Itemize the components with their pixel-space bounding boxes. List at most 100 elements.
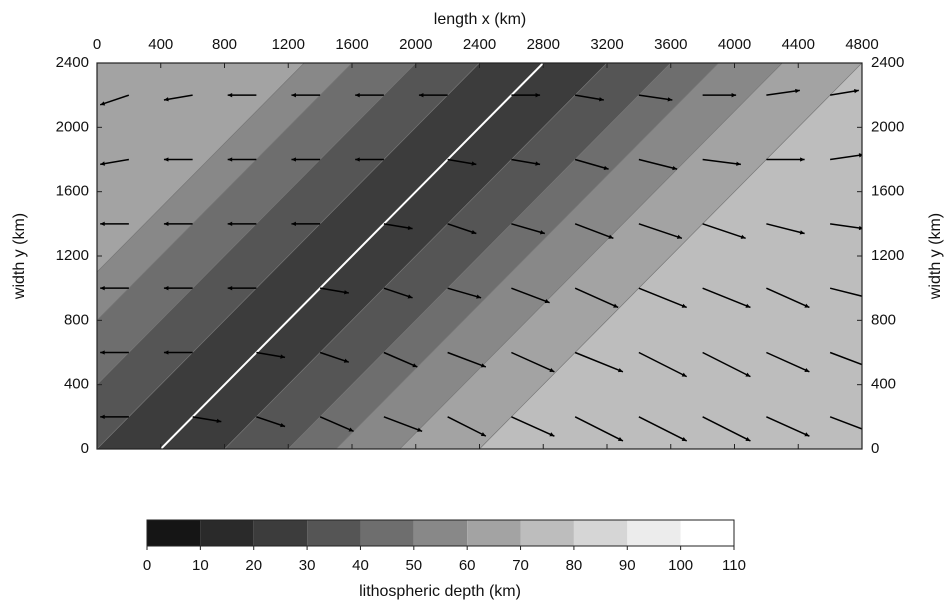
velocity-vector (447, 351, 487, 368)
y-tick-label: 2000 (56, 118, 89, 135)
vector-head (280, 422, 286, 428)
vector-shaft (163, 94, 193, 101)
velocity-vector (447, 416, 487, 437)
velocity-vector (100, 158, 129, 166)
velocity-vector (319, 416, 354, 432)
y-tick-label-right: 0 (871, 440, 879, 457)
velocity-vector (574, 287, 619, 309)
vector-head (617, 368, 623, 373)
velocity-vector (766, 287, 810, 309)
vector-head (854, 88, 859, 94)
colorbar-tick-label: 20 (245, 557, 262, 574)
vector-head (863, 363, 868, 367)
vector-shaft (256, 416, 286, 428)
vector-head (280, 354, 286, 359)
y-tick-label: 2400 (56, 54, 89, 71)
vector-shaft (574, 287, 619, 309)
colorbar-tick-label: 0 (143, 557, 151, 574)
vector-head (667, 97, 673, 102)
vector-head (100, 350, 105, 355)
velocity-vector (383, 416, 423, 433)
vector-shaft (575, 94, 604, 101)
vector-head (603, 165, 609, 170)
velocity-vector (227, 92, 257, 98)
vector-shaft (830, 89, 859, 96)
velocity-vector (319, 351, 350, 363)
velocity-vector (163, 350, 193, 355)
velocity-vector (766, 88, 800, 96)
velocity-vector (100, 350, 129, 355)
vector-head (681, 372, 687, 377)
colorbar-title: lithospheric depth (km) (359, 583, 521, 600)
vector-shaft (638, 351, 688, 378)
velocity-vector (227, 157, 257, 162)
x-tick-label: 800 (212, 36, 237, 53)
vector-shaft (447, 158, 477, 166)
vector-shaft (319, 416, 354, 432)
y-tick-label-right: 400 (871, 376, 896, 393)
velocity-vector (702, 92, 737, 98)
vector-head (100, 221, 105, 227)
vector-head (858, 225, 862, 231)
velocity-vector (320, 287, 349, 295)
velocity-vector (766, 416, 810, 437)
vector-shaft (766, 287, 810, 309)
vector-head (535, 92, 541, 98)
velocity-vector (511, 92, 541, 98)
velocity-vector (829, 416, 868, 432)
y-tick-label-right: 1200 (871, 247, 904, 264)
colorbar-swatch (520, 520, 574, 546)
x-tick-label: 2400 (463, 36, 496, 53)
y-tick-label-right: 800 (871, 311, 896, 328)
colorbar-swatch (307, 520, 361, 546)
vector-head (731, 92, 737, 98)
velocity-vector (574, 351, 624, 373)
vector-head (804, 432, 810, 437)
colorbar-swatch (360, 520, 414, 546)
velocity-vector (829, 351, 868, 367)
y-tick-label-right: 2000 (871, 118, 904, 135)
vector-shaft (766, 351, 810, 373)
velocity-vector (256, 416, 286, 428)
vector-head (676, 234, 682, 239)
vector-shaft (766, 89, 800, 96)
vector-shaft (511, 158, 541, 166)
velocity-vector (163, 285, 193, 291)
vector-head (863, 428, 868, 432)
velocity-vector (574, 158, 609, 170)
x-tick-label: 4000 (718, 36, 751, 53)
velocity-vector (355, 157, 384, 162)
colorbar-tick-label: 40 (352, 557, 369, 574)
vector-head (227, 92, 233, 98)
vector-head (608, 234, 614, 239)
vector-shaft (574, 158, 609, 170)
depth-band (224, 63, 672, 449)
x-tick-label: 3600 (654, 36, 687, 53)
y-tick-label-right: 2400 (871, 54, 904, 71)
velocity-vector (638, 287, 687, 309)
velocity-vector (511, 416, 555, 437)
velocity-vector (100, 285, 129, 291)
velocity-vector (447, 158, 477, 166)
vector-head (163, 97, 169, 102)
vector-shaft (447, 287, 482, 299)
vector-head (745, 303, 751, 308)
colorbar-swatch (413, 520, 468, 546)
vector-shaft (829, 287, 862, 297)
depth-band (287, 63, 719, 449)
colorbar-swatch (200, 520, 254, 546)
velocity-vector (447, 287, 482, 299)
vector-head (407, 294, 413, 299)
vector-head (100, 161, 105, 166)
velocity-vector (355, 92, 384, 98)
x-tick-label: 2800 (527, 36, 560, 53)
y-tick-label-right: 1600 (871, 183, 904, 200)
vector-head (613, 303, 619, 308)
velocity-vector (383, 223, 413, 231)
vector-shaft (511, 223, 546, 235)
velocity-vector (830, 223, 862, 231)
vector-shaft (574, 351, 624, 373)
y-axis-title-right: width y (km) (927, 213, 944, 300)
vector-shaft (829, 416, 862, 430)
